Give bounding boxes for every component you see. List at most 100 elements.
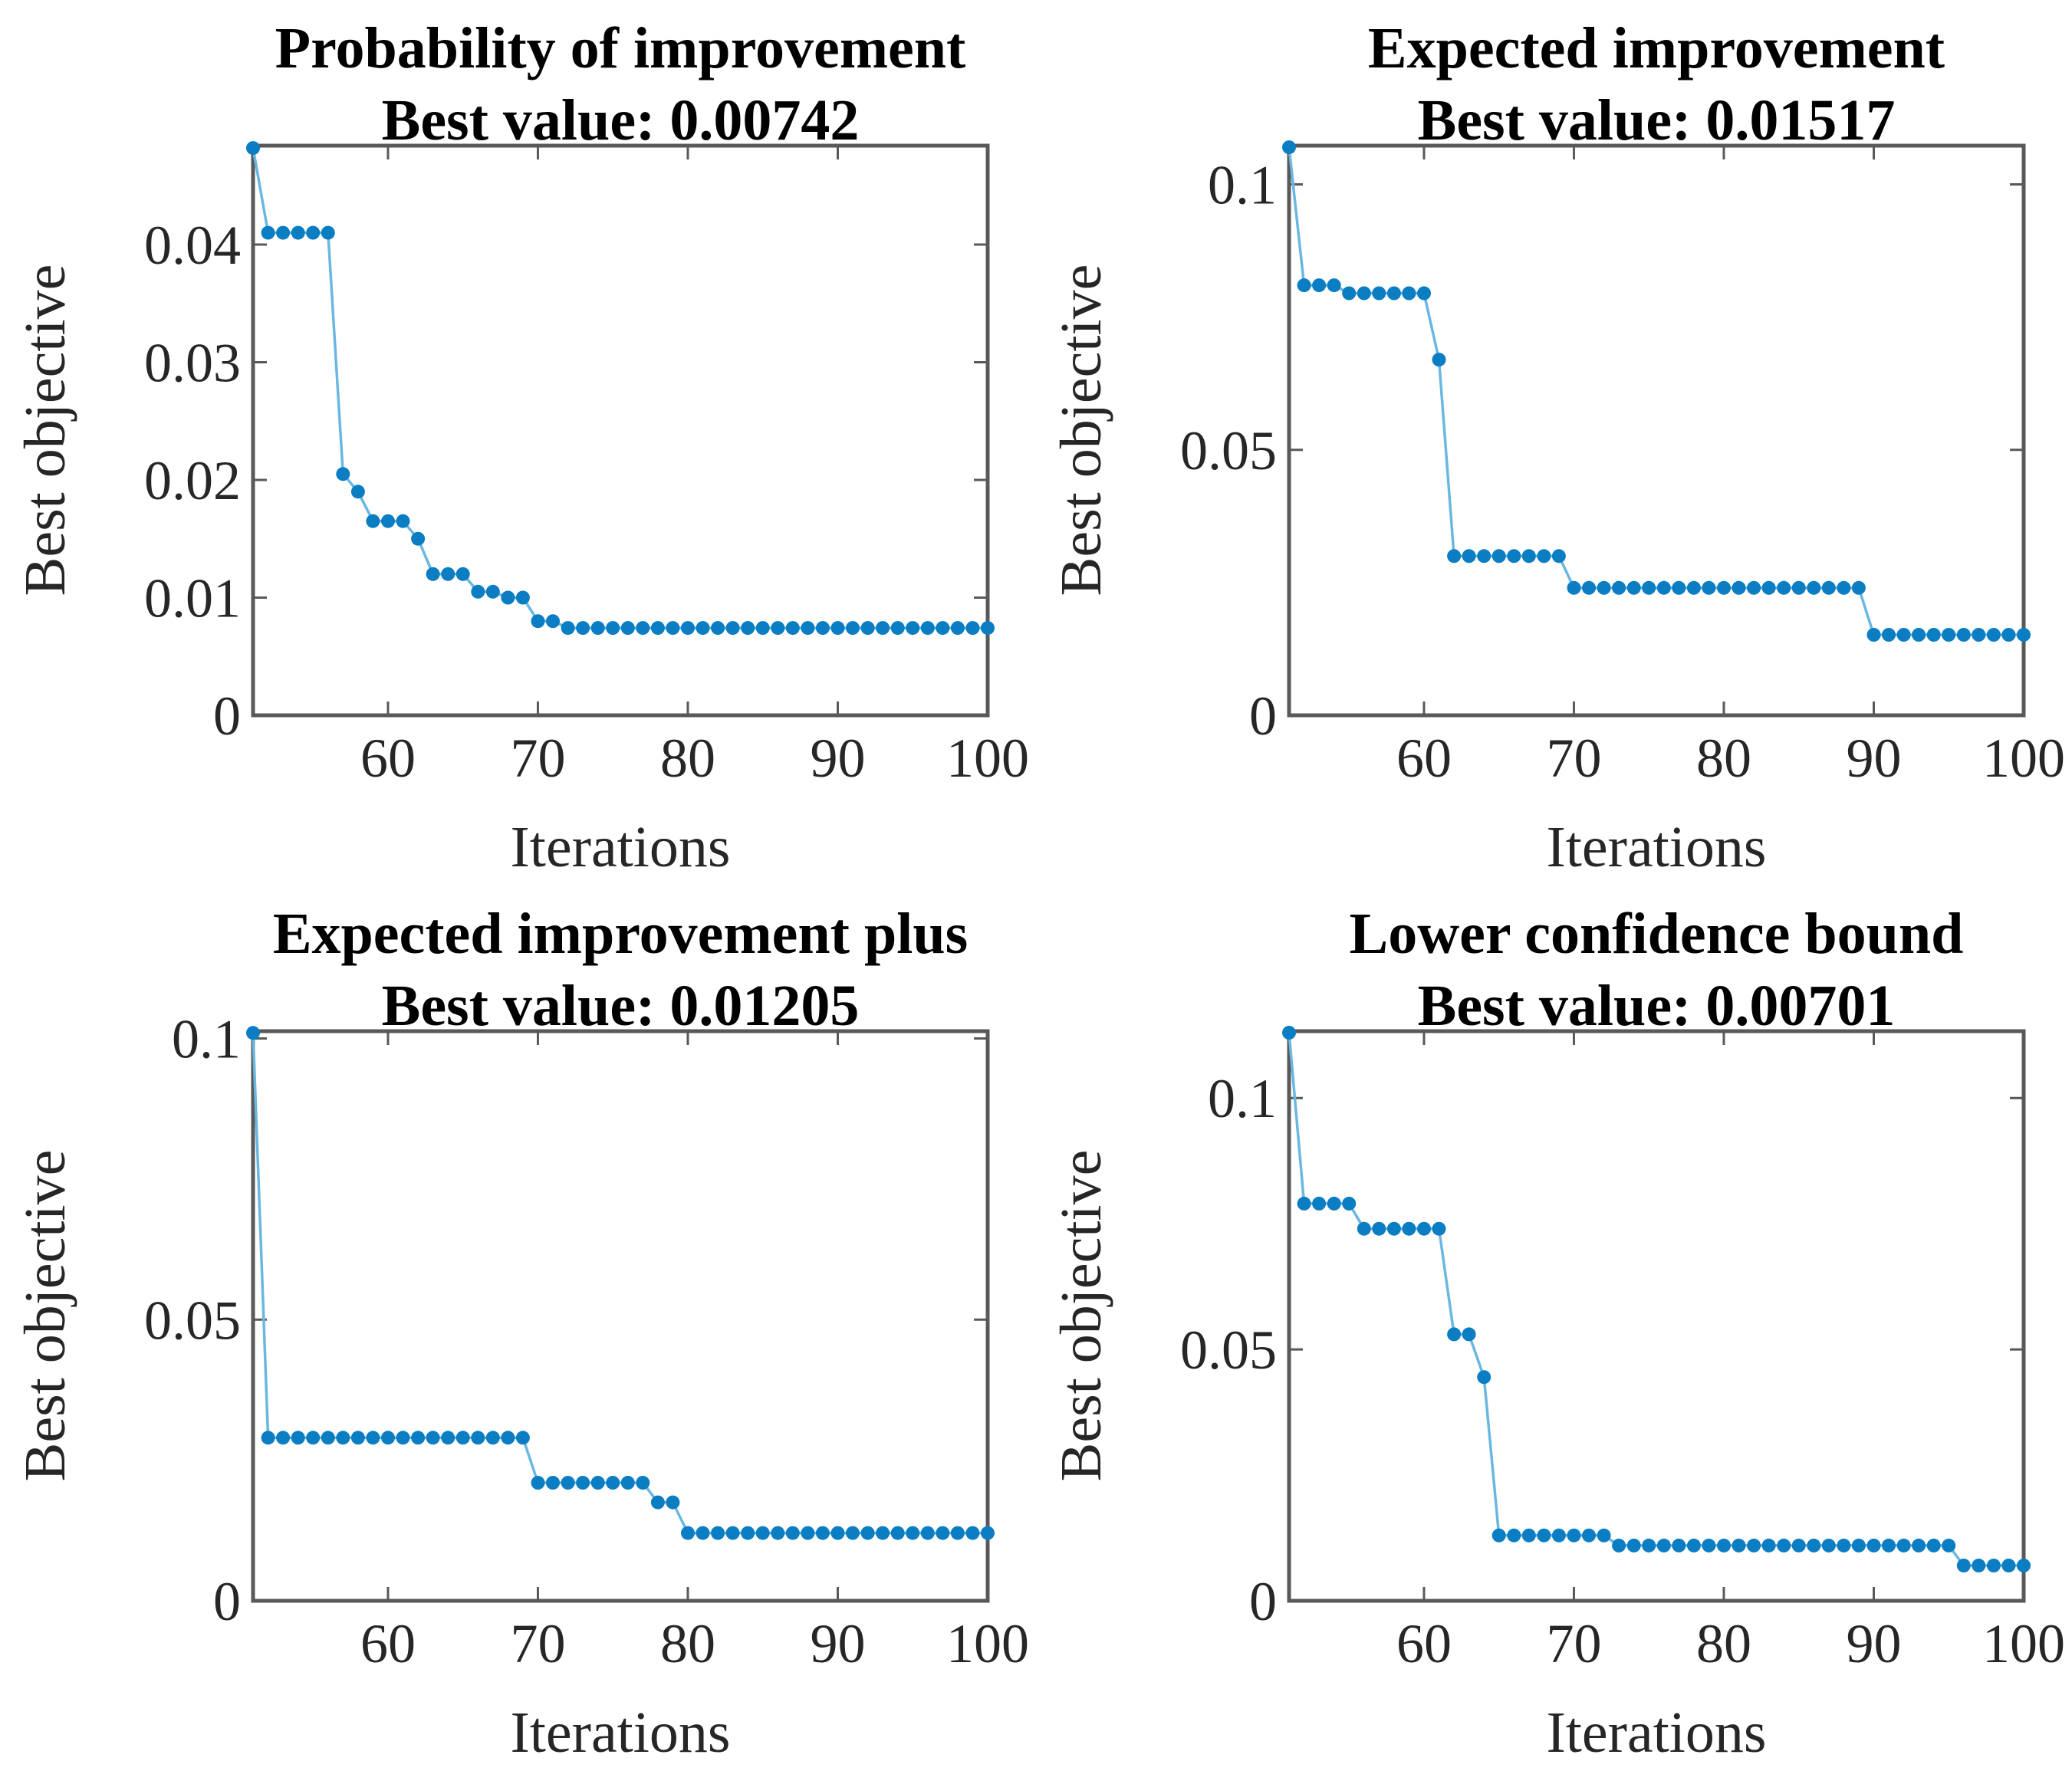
data-point-marker (1926, 628, 1941, 642)
chart-title: Lower confidence bound (1350, 902, 1964, 966)
data-point-marker (471, 1431, 485, 1445)
data-point-marker (1912, 1538, 1926, 1552)
data-point-marker (981, 621, 995, 636)
data-point-marker (1851, 1538, 1866, 1552)
data-point-marker (2017, 628, 2031, 642)
data-point-marker (456, 567, 470, 581)
x-tick-label: 90 (810, 728, 865, 789)
data-point-marker (1432, 353, 1446, 367)
data-point-marker (1327, 278, 1341, 293)
data-point-marker (936, 621, 950, 636)
x-tick-label: 70 (510, 1613, 565, 1674)
x-tick-label: 100 (1982, 1613, 2065, 1674)
data-point-marker (1402, 286, 1416, 301)
data-point-marker (366, 1431, 380, 1445)
y-tick-label: 0.1 (1208, 1068, 1277, 1129)
data-point-marker (636, 621, 650, 636)
data-point-marker (1866, 628, 1881, 642)
expected-improvement-chart: Expected improvement Best value: 0.01517… (1049, 16, 2065, 879)
data-point-marker (1342, 1196, 1357, 1211)
data-point-marker (846, 1526, 860, 1540)
data-point-marker (830, 621, 845, 636)
y-tick-label: 0.05 (1180, 420, 1277, 481)
data-point-marker (815, 1526, 830, 1540)
data-point-marker (1791, 1538, 1806, 1552)
data-point-marker (1956, 628, 1971, 642)
data-point-marker (950, 621, 965, 636)
data-point-marker (846, 621, 860, 636)
data-point-marker (411, 1431, 426, 1445)
data-point-marker (246, 1026, 260, 1040)
data-point-marker (1866, 1538, 1881, 1552)
data-point-marker (1492, 1528, 1506, 1543)
data-point-marker (1551, 1528, 1566, 1543)
data-point-marker (1507, 1528, 1521, 1543)
data-point-marker (426, 567, 440, 581)
x-tick-label: 100 (946, 1613, 1029, 1674)
data-point-marker (1282, 1026, 1296, 1040)
data-point-marker (471, 584, 485, 599)
data-point-marker (1851, 580, 1866, 595)
data-point-marker (1597, 580, 1611, 595)
data-point-marker (441, 1431, 456, 1445)
data-point-marker (2001, 628, 2016, 642)
x-tick-label: 60 (1396, 1613, 1452, 1674)
data-point-marker (396, 1431, 410, 1445)
series-line (1288, 146, 2025, 636)
data-point-marker (965, 1526, 980, 1540)
data-point-marker (636, 1476, 650, 1490)
data-point-marker (590, 621, 605, 636)
expected-improvement-plus-chart: Expected improvement plus Best value: 0.… (13, 902, 1029, 1765)
data-point-marker (785, 621, 800, 636)
data-point-marker (1327, 1196, 1341, 1211)
data-point-marker (1477, 1370, 1492, 1385)
data-point-marker (1567, 1528, 1581, 1543)
axes: 60 70 80 90 100 0 0.01 0.02 0.03 0.04 (144, 143, 1029, 789)
data-point-marker (1612, 580, 1626, 595)
data-point-marker (906, 1526, 920, 1540)
data-point-marker (1986, 1559, 2001, 1572)
data-point-marker (965, 621, 980, 636)
data-point-marker (1642, 580, 1656, 595)
data-point-marker (276, 225, 291, 240)
chart-title: Probability of improvement (275, 16, 966, 80)
data-point-marker (366, 514, 380, 528)
series-line (1288, 1031, 2025, 1567)
data-point-marker (276, 1431, 291, 1445)
data-point-marker (1626, 580, 1641, 595)
data-point-marker (650, 621, 665, 636)
data-point-marker (561, 1476, 575, 1490)
data-point-marker (860, 1526, 875, 1540)
data-point-marker (1717, 1538, 1731, 1552)
data-point-marker (1462, 1327, 1476, 1342)
data-point-marker (381, 1431, 395, 1445)
data-point-marker (785, 1526, 800, 1540)
data-point-marker (681, 1526, 695, 1540)
axes: 60 70 80 90 100 0 0.05 0.1 (1180, 143, 2065, 789)
data-point-marker (350, 1431, 365, 1445)
y-tick-label: 0 (1249, 685, 1277, 747)
x-axis-label: Iterations (1546, 1700, 1766, 1765)
data-point-marker (711, 621, 725, 636)
data-point-marker (920, 1526, 935, 1540)
chart-best-value: Best value: 0.00701 (1418, 974, 1896, 1038)
x-tick-label: 80 (660, 1613, 715, 1674)
x-tick-label: 70 (1546, 728, 1601, 789)
data-point-marker (1521, 1528, 1536, 1543)
data-point-marker (1702, 1538, 1716, 1552)
data-point-marker (1537, 1528, 1551, 1543)
data-point-marker (1357, 286, 1371, 301)
data-point-marker (1402, 1221, 1416, 1236)
data-point-marker (1521, 549, 1536, 564)
data-point-marker (950, 1526, 965, 1540)
data-point-marker (876, 621, 890, 636)
probability-of-improvement-chart: Probability of improvement Best value: 0… (13, 16, 1029, 879)
data-point-marker (1972, 1559, 1986, 1572)
data-point-marker (1821, 580, 1836, 595)
y-tick-label: 0.05 (1180, 1319, 1277, 1381)
data-point-marker (336, 467, 350, 481)
data-point-marker (531, 614, 545, 629)
data-point-marker (1747, 580, 1761, 595)
data-point-marker (1477, 549, 1492, 564)
